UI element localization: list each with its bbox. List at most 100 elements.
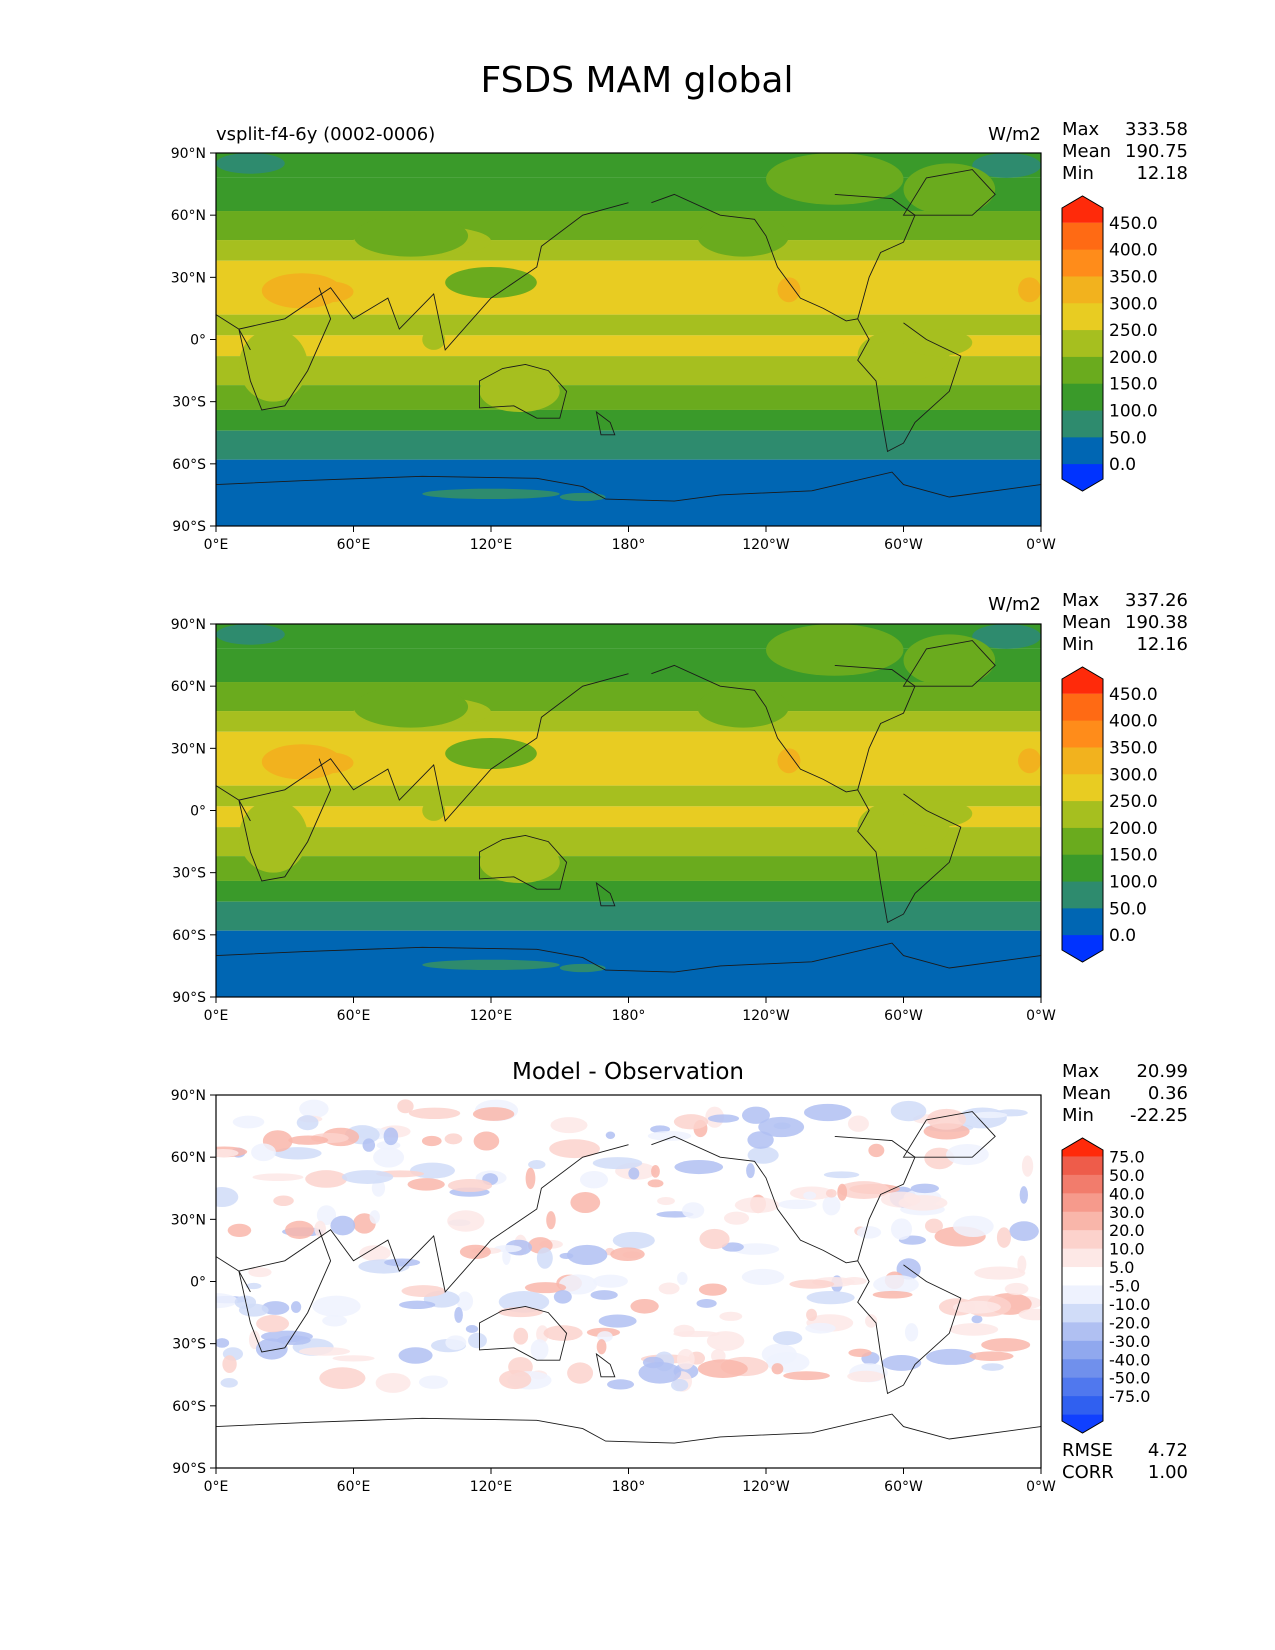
anomaly-patch xyxy=(592,1157,643,1170)
colorbar-outline xyxy=(1061,666,1104,963)
anomaly-patch xyxy=(946,1143,989,1166)
contour-patch xyxy=(559,492,606,502)
coastline xyxy=(595,1352,616,1378)
anomaly-patch xyxy=(566,1244,608,1266)
contour-band xyxy=(216,711,1041,732)
contour-patch xyxy=(422,959,560,971)
colorbar-tick-label: -30.0 xyxy=(1109,1332,1150,1351)
stat-label: Max xyxy=(1062,1061,1100,1082)
lon-tick-label: 60°E xyxy=(337,1008,371,1024)
contour-band xyxy=(216,648,1041,683)
anomaly-patch xyxy=(558,1274,598,1295)
anomaly-patch xyxy=(525,1167,536,1190)
stat-value: 20.99 xyxy=(1136,1061,1188,1082)
anomaly-patch xyxy=(590,1290,618,1300)
anomaly-patch xyxy=(553,1290,572,1304)
colorbar-tick-label: 350.0 xyxy=(1109,738,1158,758)
coastline xyxy=(216,471,1041,502)
contour-band xyxy=(216,153,1041,178)
panel-observation: W/m2 90°N 60°N 30°N 0° 30°S 60°S 90°S 0°E 60°E 12… xyxy=(171,590,1188,1024)
colorbar-segment xyxy=(1062,1267,1103,1286)
colorbar-tick-label: 150.0 xyxy=(1109,846,1158,866)
anomaly-patch xyxy=(550,1117,588,1134)
anomaly-patch xyxy=(498,1307,543,1318)
contour-patch xyxy=(479,370,560,413)
contour-patch xyxy=(697,215,789,257)
anomaly-patch xyxy=(252,1173,304,1182)
colorbar-tick-label: 75.0 xyxy=(1109,1147,1145,1166)
anomaly-patch xyxy=(671,1378,689,1392)
anomaly-patch xyxy=(273,1195,294,1207)
lon-tick-label: 0°E xyxy=(204,1008,229,1024)
lon-tick-label: 120°W xyxy=(742,537,790,553)
anomaly-patch xyxy=(910,1183,940,1194)
anomaly-patch xyxy=(319,1367,366,1389)
colorbar-tick-label: 50.0 xyxy=(1109,899,1147,919)
colorbar-tick-label: -75.0 xyxy=(1109,1387,1150,1406)
lon-tick-label: 180° xyxy=(612,537,646,553)
colorbar-segment xyxy=(1062,1377,1103,1397)
contour-band xyxy=(216,260,1041,315)
contour-patch xyxy=(238,329,308,402)
anomaly-patch xyxy=(579,1170,609,1189)
colorbar-tick-label: 250.0 xyxy=(1109,792,1158,812)
anomaly-patch xyxy=(696,1298,717,1308)
anomaly-patch xyxy=(288,1135,329,1145)
anomaly-patch xyxy=(721,1242,744,1252)
anomaly-patch xyxy=(805,1322,836,1334)
anomaly-patch xyxy=(299,1099,329,1119)
anomaly-patch xyxy=(248,1330,261,1350)
stat-label: Mean xyxy=(1062,612,1111,633)
lat-tick-label: 60°N xyxy=(171,679,206,695)
anomaly-patch xyxy=(628,1167,640,1180)
anomaly-patch xyxy=(332,1355,375,1362)
anomaly-patch xyxy=(375,1372,411,1393)
colorbar-segment xyxy=(1062,1396,1103,1416)
coastline xyxy=(857,789,962,924)
coastline xyxy=(595,410,616,436)
coastline xyxy=(238,1229,332,1353)
anomaly-patch xyxy=(1018,1308,1041,1321)
contour-patch xyxy=(445,266,537,299)
lon-tick-label: 60°W xyxy=(884,537,923,553)
lon-tick-label: 0°E xyxy=(204,1479,229,1495)
contour-band xyxy=(216,459,1041,526)
colorbar-tick-label: 200.0 xyxy=(1109,348,1158,368)
colorbar-segment xyxy=(1062,1211,1103,1231)
anomaly-patch xyxy=(499,1369,532,1390)
lat-tick-label: 0° xyxy=(190,804,206,820)
panel-difference: Model - Observation 90°N 60°N 30°N 0° 30°S 60… xyxy=(171,1059,1188,1495)
anomaly-patch xyxy=(783,1371,830,1381)
contour-band xyxy=(216,430,1041,460)
anomaly-patch xyxy=(222,1355,237,1374)
anomaly-patch xyxy=(369,1210,380,1224)
contour-band xyxy=(216,624,1041,649)
contour-band xyxy=(216,930,1041,997)
anomaly-patch xyxy=(1004,1282,1029,1295)
colorbar-tick-label: -40.0 xyxy=(1109,1350,1150,1369)
anomaly-patch xyxy=(418,1375,448,1389)
colorbar-segment xyxy=(1062,410,1103,438)
contour-patch xyxy=(777,748,801,774)
colorbar-extend-bottom xyxy=(1062,1414,1103,1433)
stat-label: Min xyxy=(1062,1105,1094,1126)
anomaly-patch xyxy=(570,1191,601,1214)
anomaly-patch xyxy=(607,1379,635,1390)
anomaly-patch xyxy=(778,1199,817,1210)
stat-value: -22.25 xyxy=(1130,1105,1188,1126)
anomaly-patch xyxy=(447,1179,493,1192)
colorbar-tick-label: 400.0 xyxy=(1109,712,1158,732)
colorbar-tick-label: 5.0 xyxy=(1109,1258,1134,1277)
coastline xyxy=(216,673,629,822)
anomaly-patch xyxy=(314,1220,326,1238)
anomaly-patch xyxy=(741,1106,770,1124)
colorbar-tick-label: 150.0 xyxy=(1109,375,1158,395)
anomaly-patch xyxy=(1009,1221,1039,1241)
contour-patch xyxy=(766,624,904,676)
contour-band xyxy=(216,856,1041,881)
lat-tick-label: 30°S xyxy=(172,866,206,882)
anomaly-patch xyxy=(473,1131,500,1151)
anomaly-patch xyxy=(673,1114,709,1130)
contour-band xyxy=(216,880,1041,902)
colorbar-tick-label: -5.0 xyxy=(1109,1277,1140,1296)
